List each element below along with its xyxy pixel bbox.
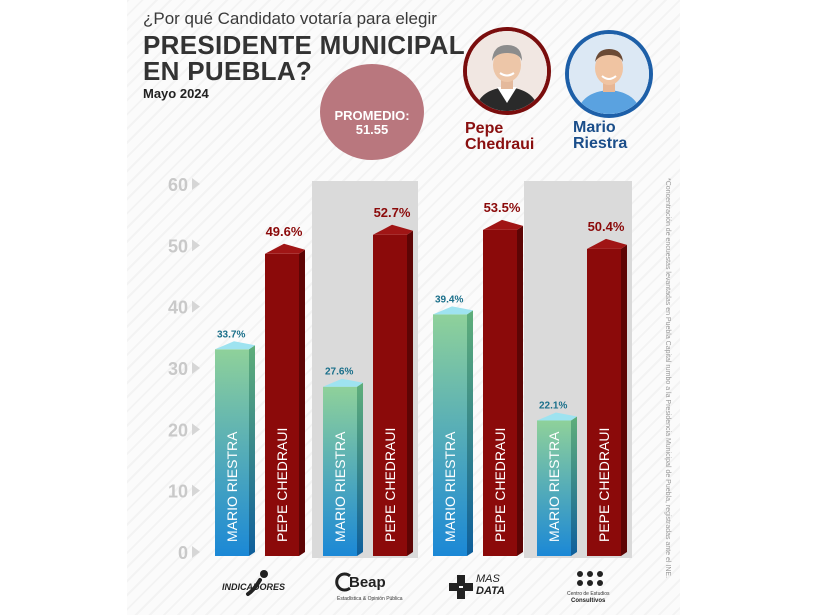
riestra-bar-cap (537, 412, 577, 421)
logo-centro-estudios: Centro de Estudios Consultivos (565, 570, 615, 610)
riestra-bar-side (467, 310, 473, 556)
riestra-bar-side (571, 416, 577, 556)
riestra-name: Mario Riestra (573, 120, 627, 152)
logo-indicadores-text: INDICADORES (222, 582, 286, 592)
riestra-value-label: 33.7% (217, 329, 245, 340)
question-text: ¿Por qué Candidato votaría para elegir (143, 9, 437, 28)
riestra-bar (323, 386, 357, 556)
chedraui-bar-cap (483, 219, 523, 230)
riestra-value-label: 39.4% (435, 294, 463, 305)
y-tick-arrow (192, 484, 200, 497)
riestra-bar-side (357, 382, 363, 556)
chedraui-bar-side (517, 225, 523, 556)
logo-indicadores: INDICADORES (222, 568, 292, 598)
y-tick-label: 30 (168, 359, 188, 379)
y-tick-arrow (192, 239, 200, 252)
riestra-bar-cap (323, 378, 363, 387)
chedraui-bar (587, 248, 621, 556)
riestra-bar (537, 420, 571, 556)
chedraui-bar-cap (587, 238, 627, 249)
riestra-bar (215, 349, 249, 556)
chedraui-first-name: Pepe (465, 120, 504, 137)
y-tick-label: 0 (178, 543, 188, 563)
logo-masdata: MAS DATA (449, 573, 513, 603)
chedraui-bar-side (621, 244, 627, 556)
chedraui-bar-cap (265, 243, 305, 254)
indicadores-person-icon (246, 570, 268, 596)
chedraui-bar-cap (373, 224, 413, 235)
ceap-c-icon (335, 572, 351, 592)
chedraui-value-label: 53.5% (484, 200, 521, 215)
riestra-bar-side (249, 345, 255, 556)
chedraui-bar-side (299, 249, 305, 556)
y-tick-label: 20 (168, 420, 188, 440)
riestra-bar-cap (433, 306, 473, 315)
riestra-first-name: Mario (573, 119, 616, 136)
average-value: 51.55 (355, 122, 389, 137)
chedraui-bar-name: PEPE CHEDRAUI (382, 428, 398, 542)
chedraui-value-label: 50.4% (588, 219, 625, 234)
riestra-bar-name: MARIO RIESTRA (442, 431, 458, 542)
average-label: PROMEDIO: (334, 108, 410, 123)
chedraui-name: Pepe Chedraui (465, 121, 534, 153)
logo-ceap-text: Beap (349, 574, 386, 591)
riestra-bar-name: MARIO RIESTRA (224, 431, 240, 542)
title-line-2: EN PUEBLA? (143, 56, 313, 86)
y-tick-label: 50 (168, 236, 188, 256)
riestra-bar-cap (215, 341, 255, 350)
logo-centro-text-2: Consultivos (571, 598, 606, 604)
y-tick-arrow (192, 178, 200, 190)
riestra-bar-name: MARIO RIESTRA (546, 431, 562, 542)
logo-masdata-text-1: MAS (476, 573, 500, 585)
chedraui-avatar (467, 31, 547, 111)
riestra-bar-name: MARIO RIESTRA (332, 431, 348, 542)
chedraui-last-name: Chedraui (465, 136, 535, 153)
plus-cross-icon (449, 575, 473, 599)
title-line-1: PRESIDENTE MUNICIPAL (143, 30, 465, 60)
chedraui-bar-name: PEPE CHEDRAUI (492, 428, 508, 542)
y-tick-arrow (192, 300, 200, 313)
chedraui-value-label: 52.7% (374, 205, 411, 220)
logo-ceap-subtext: Estadística & Opinión Pública (337, 596, 403, 602)
y-tick-arrow (192, 546, 200, 558)
y-tick-label: 60 (168, 175, 188, 195)
logo-centro-text-1: Centro de Estudios (567, 591, 610, 597)
y-tick-label: 10 (168, 482, 188, 502)
average-badge: PROMEDIO: 51.55 (320, 64, 424, 160)
dots-grid-icon (577, 571, 603, 586)
y-tick-label: 40 (168, 298, 188, 318)
riestra-avatar (569, 34, 649, 114)
chedraui-bar-side (407, 230, 413, 557)
logo-ceap: Beap Estadística & Opinión Pública (335, 572, 405, 608)
riestra-value-label: 22.1% (539, 400, 567, 411)
chedraui-value-label: 49.6% (266, 224, 303, 239)
chedraui-bar (483, 229, 517, 556)
chedraui-bar-name: PEPE CHEDRAUI (596, 428, 612, 542)
logo-masdata-text-2: DATA (476, 585, 505, 597)
chedraui-bar (265, 253, 299, 556)
y-tick-arrow (192, 362, 200, 374)
riestra-last-name: Riestra (573, 135, 628, 152)
y-tick-arrow (192, 423, 200, 436)
chedraui-bar (373, 234, 407, 557)
date-label: Mayo 2024 (143, 86, 209, 101)
riestra-value-label: 27.6% (325, 367, 353, 378)
riestra-bar (433, 314, 467, 556)
chedraui-bar-name: PEPE CHEDRAUI (274, 428, 290, 542)
